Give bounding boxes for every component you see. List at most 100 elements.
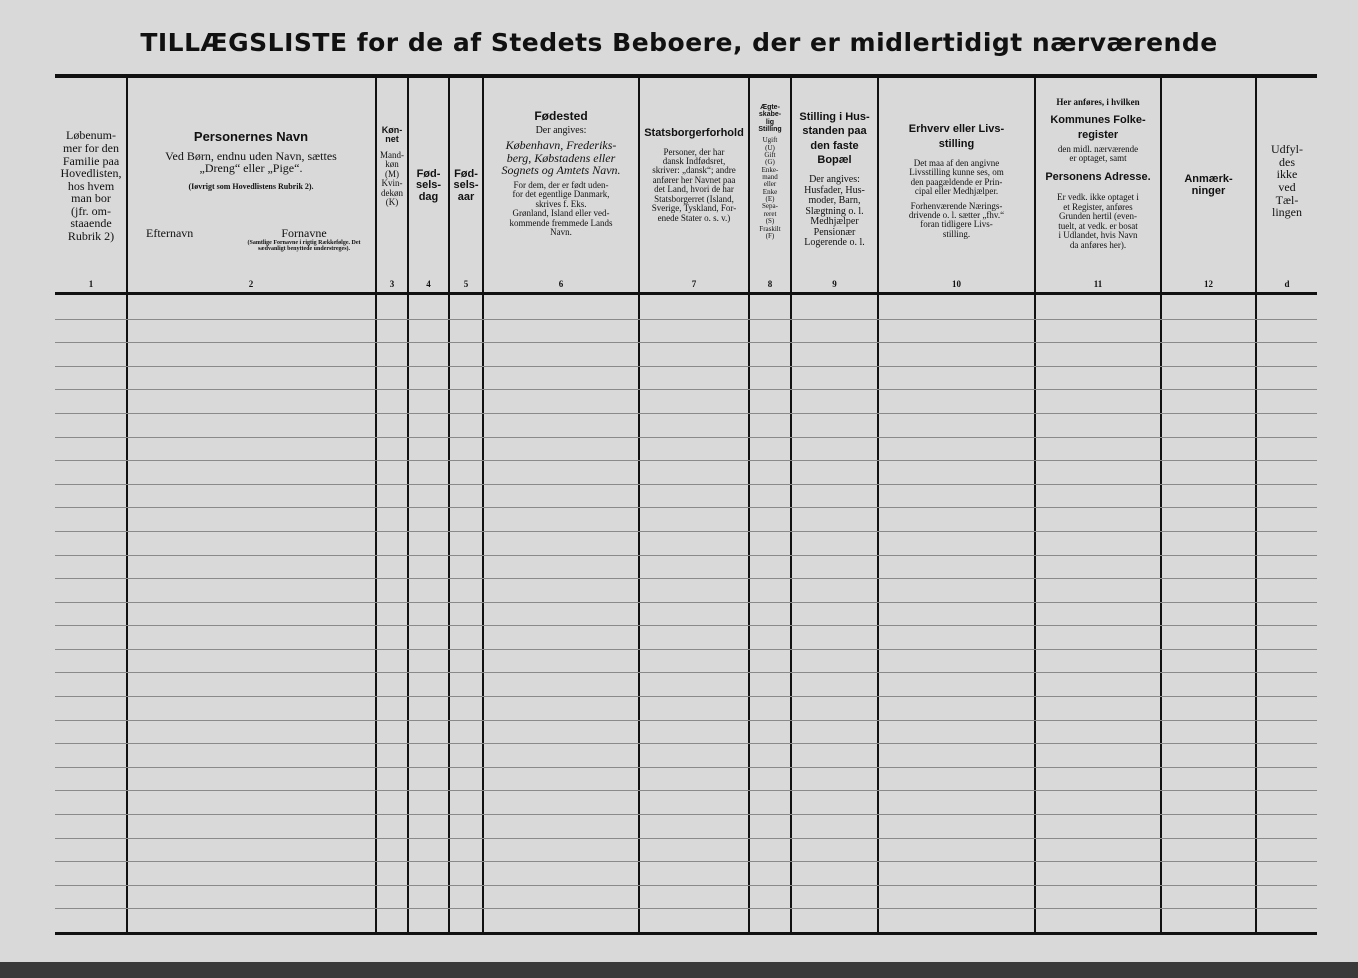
column-divider bbox=[482, 78, 484, 934]
column-divider bbox=[877, 78, 879, 934]
bottom-rule bbox=[55, 932, 1317, 935]
header-rule bbox=[55, 292, 1317, 295]
column-divider bbox=[126, 78, 128, 934]
col-number-8: 8 bbox=[767, 279, 773, 289]
col-11-heading: Kommunes Folke- register bbox=[1050, 114, 1146, 141]
header-col-d: Udfyl- des ikke ved Tæl- lingen bbox=[1257, 80, 1317, 292]
entry-row-line bbox=[55, 696, 1317, 697]
col-12-heading: Anmærk- ninger bbox=[1184, 173, 1233, 197]
entry-row-line bbox=[55, 437, 1317, 438]
col-2-heading: Personernes Navn bbox=[193, 129, 309, 144]
entry-row-line bbox=[55, 672, 1317, 673]
entry-row-line bbox=[55, 319, 1317, 320]
entry-row-line bbox=[55, 625, 1317, 626]
col-6-note: For dem, der er født uden- for det egent… bbox=[509, 179, 613, 238]
col-10-note: Forhenværende Nærings- drivende o. l. sæ… bbox=[908, 200, 1005, 239]
entry-row-line bbox=[55, 366, 1317, 367]
header-col-3: Køn- net Mand- køn (M) Kvin- dekøn (K) bbox=[377, 80, 407, 292]
scan-edge bbox=[0, 962, 1358, 978]
col-number-1: 1 bbox=[88, 279, 94, 289]
col-number-3: 3 bbox=[389, 279, 395, 289]
col-11-text: den midl. nærværende er optaget, samt bbox=[1057, 144, 1139, 164]
column-divider bbox=[790, 78, 792, 934]
entry-row-line bbox=[55, 460, 1317, 461]
col-6-places: København, Frederiks- berg, Købstadens e… bbox=[501, 138, 621, 178]
header-col-2: Personernes Navn Ved Børn, endnu uden Na… bbox=[128, 80, 374, 292]
col-11-pre: Her anføres, i hvilken bbox=[1056, 97, 1140, 107]
col-7-text: Personer, der har dansk Indfødsret, skri… bbox=[651, 146, 737, 223]
col-9-text: Der angives: Husfader, Hus- moder, Barn,… bbox=[804, 174, 865, 249]
header-col-10: Erhverv eller Livs- stilling Det maa af … bbox=[879, 80, 1034, 292]
col-2-note: (Iøvrigt som Hovedlistens Rubrik 2). bbox=[188, 181, 314, 191]
header-col-6: Fødested Der angives: København, Frederi… bbox=[484, 80, 638, 292]
col-11-note: Er vedk. ikke optaget i et Register, anf… bbox=[1057, 192, 1139, 250]
col-number-9: 9 bbox=[832, 279, 837, 289]
col-3-heading: Køn- net bbox=[381, 125, 403, 145]
header-col-5: Fød- sels- aar bbox=[450, 80, 482, 292]
col-6-text: Der angives: bbox=[535, 124, 587, 136]
col-2-text: Ved Børn, endnu uden Navn, sættes „Dreng… bbox=[165, 148, 337, 176]
column-divider bbox=[375, 78, 377, 934]
col-2-fornavne: Fornavne bbox=[281, 226, 327, 241]
header-col-8: Ægte- skabe- lig Stilling Ugift (U) Gift… bbox=[750, 80, 790, 292]
col-5-heading: Fød- sels- aar bbox=[453, 167, 479, 203]
entry-row-line bbox=[55, 767, 1317, 768]
col-number-4: 4 bbox=[426, 279, 431, 289]
entry-row-line bbox=[55, 861, 1317, 862]
header-col-12: Anmærk- ninger bbox=[1162, 80, 1255, 292]
column-divider bbox=[1255, 78, 1257, 934]
entry-row-line bbox=[55, 531, 1317, 532]
col-number-5: 5 bbox=[463, 279, 469, 289]
col-8-text: Ugift (U) Gift (G) Enke- mand eller Enke… bbox=[759, 136, 781, 240]
column-divider bbox=[1160, 78, 1162, 934]
col-10-heading: Erhverv eller Livs- stilling bbox=[908, 123, 1005, 151]
header-col-11: Her anføres, i hvilken Kommunes Folke- r… bbox=[1036, 80, 1160, 292]
col-number-12: 12 bbox=[1204, 279, 1213, 289]
col-1-text: Løbenum- mer for den Familie paa Hovedli… bbox=[60, 128, 122, 244]
entry-row-line bbox=[55, 743, 1317, 744]
header-col-7: Statsborgerforhold Personer, der har dan… bbox=[640, 80, 748, 292]
entry-row-line bbox=[55, 484, 1317, 485]
col-7-heading: Statsborgerforhold bbox=[644, 127, 744, 139]
column-divider bbox=[638, 78, 640, 934]
col-d-text: Udfyl- des ikke ved Tæl- lingen bbox=[1271, 142, 1303, 220]
entry-row-line bbox=[55, 649, 1317, 650]
col-number-10: 10 bbox=[952, 279, 961, 289]
entry-row-line bbox=[55, 507, 1317, 508]
header-col-4: Fød- sels- dag bbox=[409, 80, 448, 292]
entry-row-line bbox=[55, 555, 1317, 556]
column-divider bbox=[748, 78, 750, 934]
col-2-fornavne-note: (Samtlige Fornavne i rigtig Rækkefølge. … bbox=[247, 239, 361, 253]
column-divider bbox=[407, 78, 409, 934]
column-divider bbox=[448, 78, 450, 934]
column-divider bbox=[1034, 78, 1036, 934]
entry-row-line bbox=[55, 814, 1317, 815]
col-number-d: d bbox=[1284, 279, 1290, 289]
col-number-6: 6 bbox=[558, 279, 564, 289]
col-9-heading: Stilling i Hus- standen paa den faste Bo… bbox=[799, 111, 870, 166]
entry-row-line bbox=[55, 720, 1317, 721]
entry-row-line bbox=[55, 578, 1317, 579]
entry-row-line bbox=[55, 389, 1317, 390]
col-6-heading: Fødested bbox=[534, 109, 588, 123]
col-3-text: Mand- køn (M) Kvin- dekøn (K) bbox=[380, 149, 404, 208]
col-number-11: 11 bbox=[1093, 279, 1103, 289]
col-11-heading2: Personens Adresse. bbox=[1045, 170, 1151, 183]
col-4-heading: Fød- sels- dag bbox=[415, 167, 442, 203]
header-col-1: Løbenum- mer for den Familie paa Hovedli… bbox=[56, 80, 126, 292]
entry-row-line bbox=[55, 838, 1317, 839]
top-rule bbox=[55, 74, 1317, 78]
entry-row-line bbox=[55, 342, 1317, 343]
entry-row-line bbox=[55, 790, 1317, 791]
entry-row-line bbox=[55, 908, 1317, 909]
entry-row-line bbox=[55, 885, 1317, 886]
entry-row-line bbox=[55, 413, 1317, 414]
form-title: TILLÆGSLISTE for de af Stedets Beboere, … bbox=[140, 28, 1218, 57]
col-10-text: Det maa af den angivne Livsstilling kunn… bbox=[909, 157, 1004, 197]
col-number-7: 7 bbox=[691, 279, 697, 289]
col-8-heading: Ægte- skabe- lig Stilling bbox=[758, 104, 782, 134]
col-number-2: 2 bbox=[248, 279, 254, 289]
header-col-9: Stilling i Hus- standen paa den faste Bo… bbox=[792, 80, 877, 292]
col-2-efternavn: Efternavn bbox=[146, 226, 194, 241]
entry-row-line bbox=[55, 602, 1317, 603]
